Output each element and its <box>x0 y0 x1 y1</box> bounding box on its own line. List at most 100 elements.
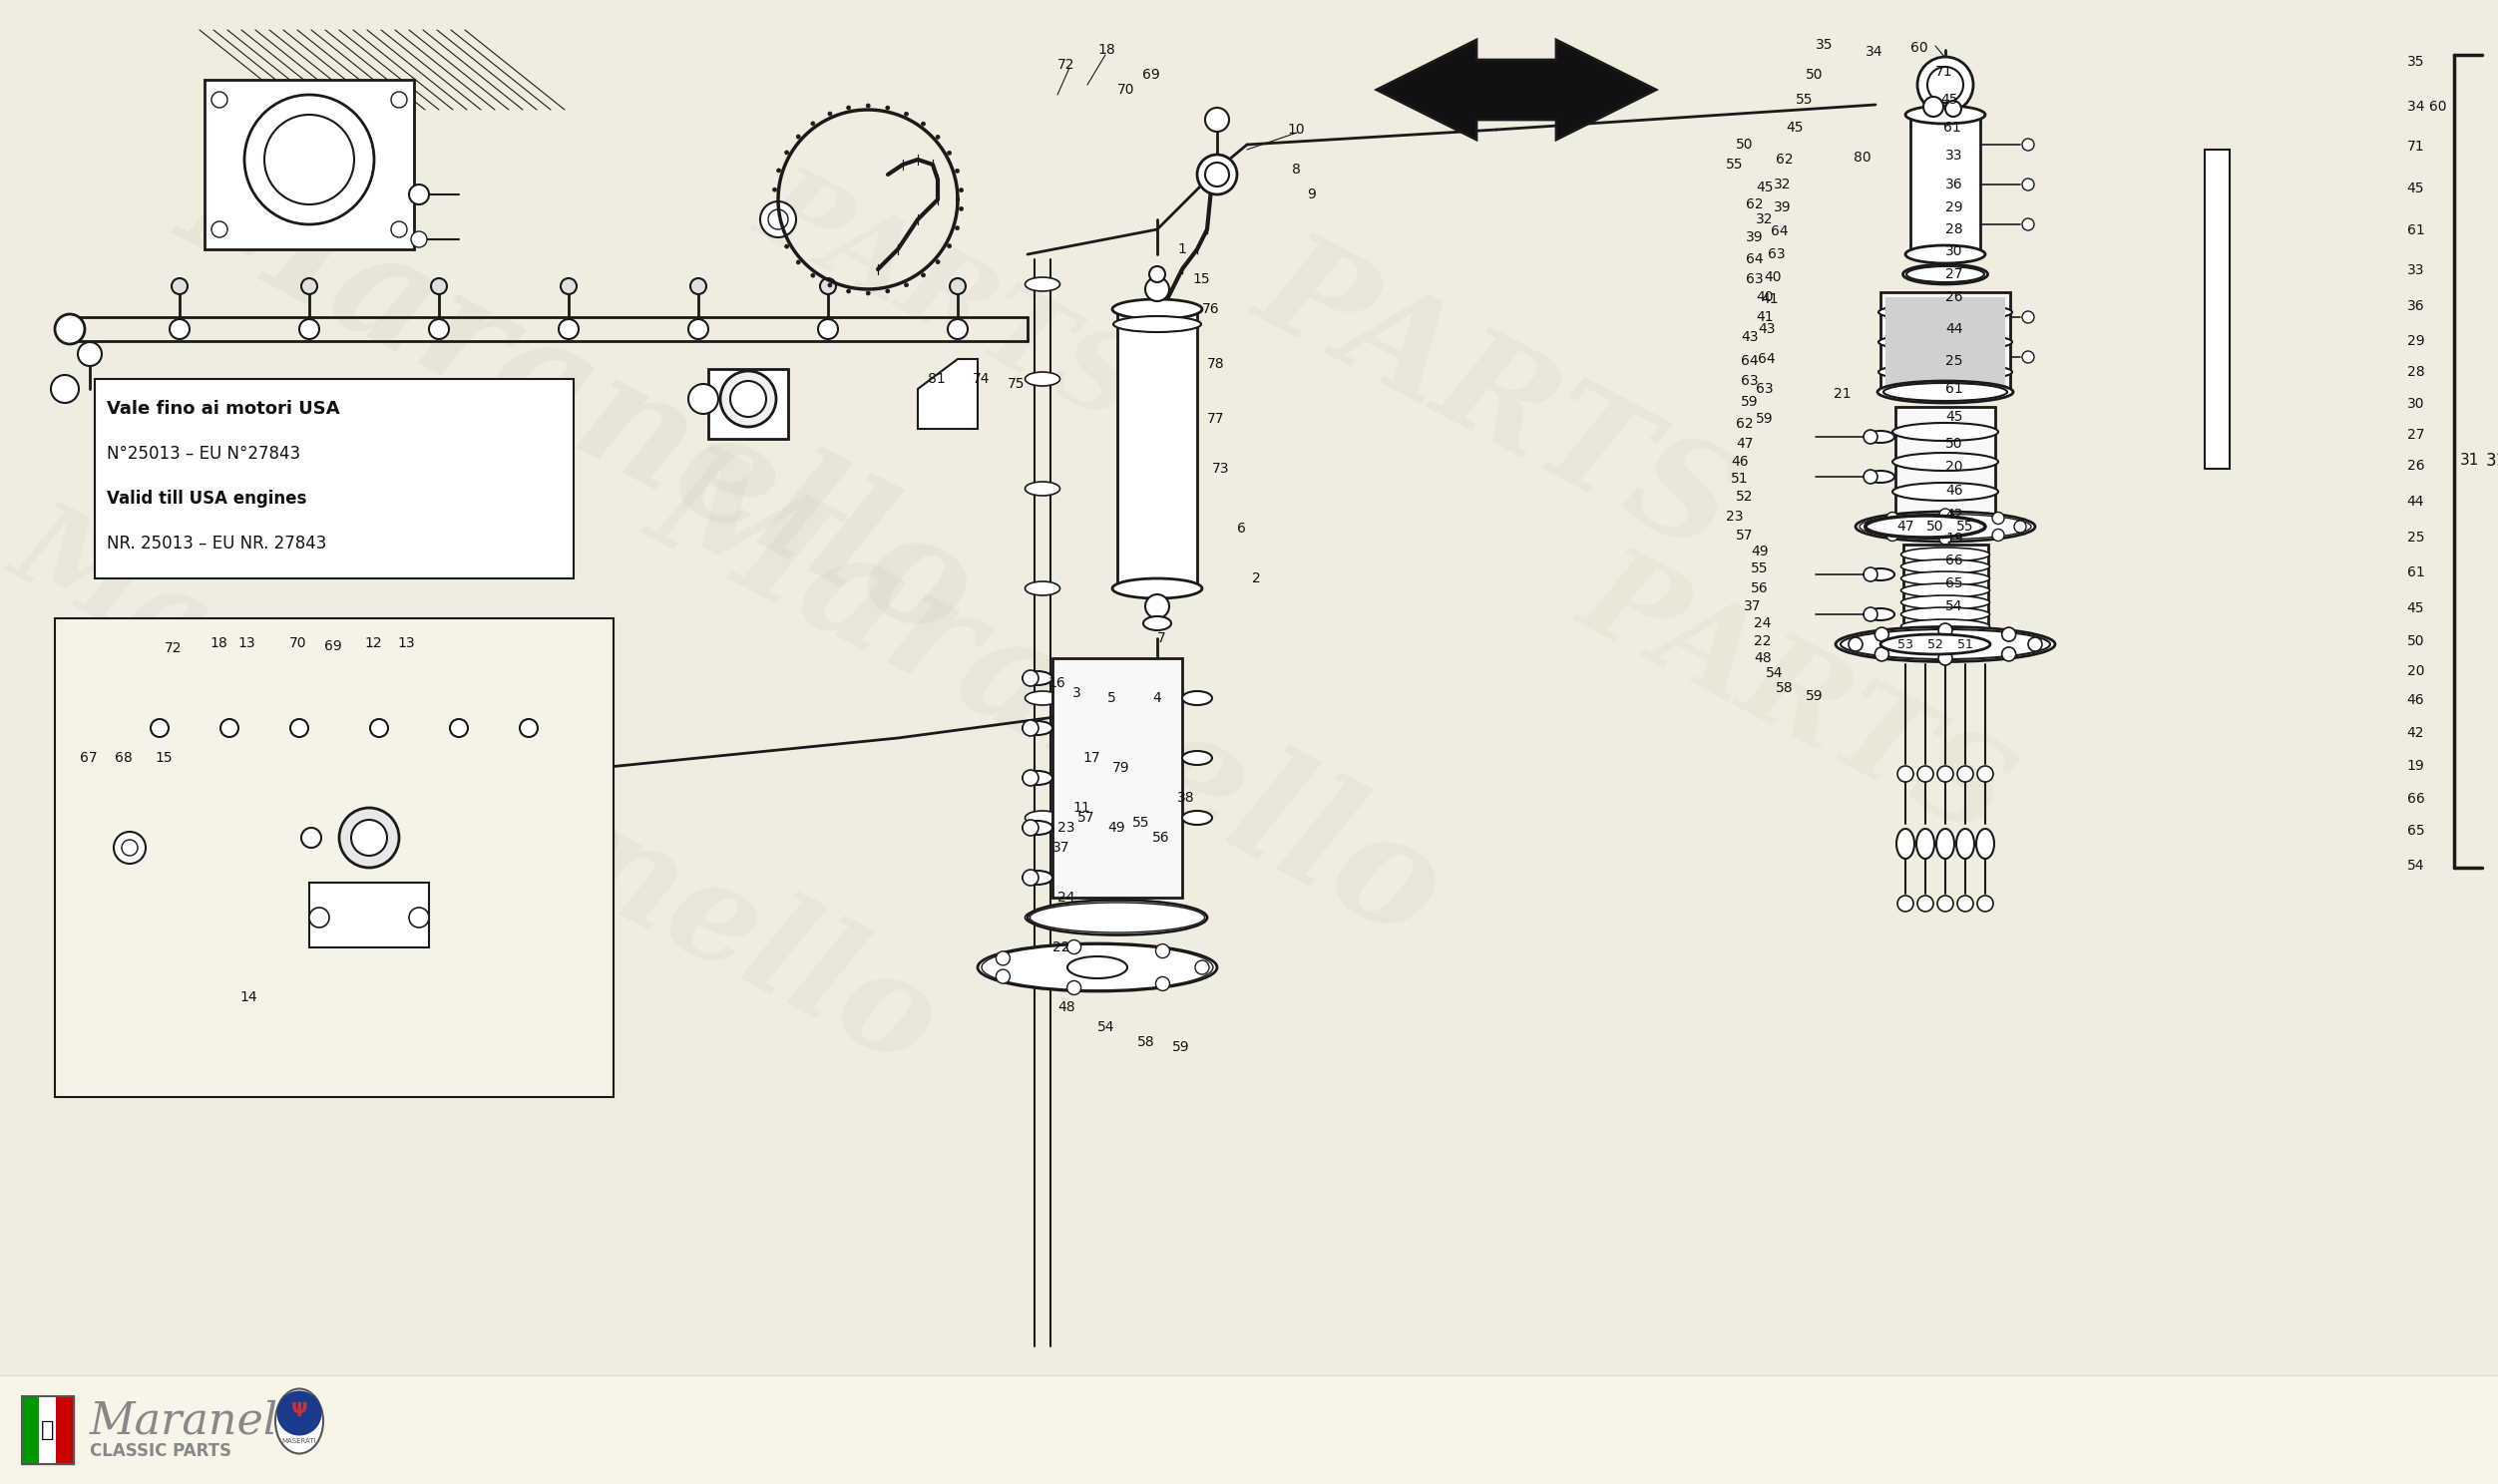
Text: 43: 43 <box>1741 329 1759 344</box>
Circle shape <box>290 720 307 738</box>
Ellipse shape <box>1022 671 1052 686</box>
Text: 64: 64 <box>1741 355 1759 368</box>
Circle shape <box>867 104 869 108</box>
Ellipse shape <box>1866 430 1893 442</box>
Text: N°25013 – EU N°27843: N°25013 – EU N°27843 <box>107 445 300 463</box>
Ellipse shape <box>1866 470 1893 482</box>
Text: 63: 63 <box>1746 272 1764 286</box>
Ellipse shape <box>1906 245 1986 263</box>
Circle shape <box>1022 819 1039 835</box>
Circle shape <box>887 105 889 110</box>
Circle shape <box>904 283 909 286</box>
Text: 20: 20 <box>2408 663 2423 678</box>
Text: 52: 52 <box>1928 638 1943 651</box>
Circle shape <box>947 319 967 338</box>
Text: 20: 20 <box>1946 460 1963 473</box>
Text: 70: 70 <box>290 637 307 650</box>
Text: 32: 32 <box>1774 178 1791 191</box>
Text: 23: 23 <box>1726 509 1744 524</box>
Circle shape <box>2023 352 2033 364</box>
Text: 36: 36 <box>1946 178 1963 191</box>
Text: 66: 66 <box>2408 791 2426 806</box>
Text: 21: 21 <box>1834 387 1851 401</box>
Text: 59: 59 <box>1172 1040 1189 1054</box>
Text: 37: 37 <box>1744 600 1761 613</box>
Circle shape <box>410 908 430 928</box>
Text: 62: 62 <box>1776 153 1794 166</box>
Circle shape <box>937 260 939 264</box>
Circle shape <box>1194 960 1209 975</box>
Circle shape <box>777 169 782 172</box>
Text: 61: 61 <box>1943 120 1961 135</box>
Text: 8: 8 <box>1291 163 1301 177</box>
Text: 81: 81 <box>927 372 944 386</box>
Ellipse shape <box>1878 364 2013 381</box>
Circle shape <box>310 908 330 928</box>
Circle shape <box>1886 512 1898 524</box>
Text: 40: 40 <box>1756 291 1774 304</box>
Polygon shape <box>917 359 977 429</box>
Text: 10: 10 <box>1286 123 1304 137</box>
Circle shape <box>1938 509 1951 521</box>
Circle shape <box>1022 720 1039 736</box>
Text: 13: 13 <box>397 637 415 650</box>
Circle shape <box>719 371 777 427</box>
Ellipse shape <box>275 1389 322 1454</box>
Text: 50: 50 <box>1926 519 1943 534</box>
Text: 30: 30 <box>1946 245 1963 258</box>
Bar <box>55 1396 72 1465</box>
Ellipse shape <box>1866 515 1986 537</box>
Circle shape <box>520 720 537 738</box>
Text: 34: 34 <box>1866 45 1883 59</box>
Text: 63: 63 <box>1741 374 1759 387</box>
Text: 36: 36 <box>2408 298 2426 313</box>
Text: 56: 56 <box>1751 582 1769 595</box>
Text: 74: 74 <box>972 372 989 386</box>
Circle shape <box>170 319 190 338</box>
Circle shape <box>220 720 237 738</box>
Ellipse shape <box>1027 901 1207 935</box>
Text: 54: 54 <box>2408 858 2423 873</box>
Ellipse shape <box>1024 692 1059 705</box>
Ellipse shape <box>1893 482 1998 500</box>
Ellipse shape <box>277 1391 322 1435</box>
Text: 23: 23 <box>1057 821 1074 834</box>
Bar <box>22 1396 75 1465</box>
Bar <box>709 370 787 439</box>
Text: 25: 25 <box>1946 355 1963 368</box>
Text: 15: 15 <box>1192 272 1209 286</box>
Ellipse shape <box>1022 871 1052 884</box>
Text: 31: 31 <box>2461 453 2481 469</box>
Text: 27: 27 <box>2408 427 2423 442</box>
Bar <box>40 1396 55 1465</box>
Text: Maranello: Maranello <box>627 427 1466 968</box>
Text: 56: 56 <box>1152 831 1169 844</box>
Text: 22: 22 <box>1052 941 1069 954</box>
Circle shape <box>777 227 782 230</box>
Circle shape <box>150 720 167 738</box>
Text: 72: 72 <box>165 641 182 656</box>
Text: 51: 51 <box>1958 638 1973 651</box>
Ellipse shape <box>1024 278 1059 291</box>
Ellipse shape <box>977 944 1217 991</box>
Ellipse shape <box>1906 266 1983 282</box>
Ellipse shape <box>1024 911 1059 925</box>
Text: 30: 30 <box>2408 396 2423 411</box>
Text: 57: 57 <box>1077 810 1094 825</box>
Text: 43: 43 <box>1759 322 1776 335</box>
Text: 54: 54 <box>1946 600 1963 613</box>
Text: 3: 3 <box>1072 686 1082 700</box>
Circle shape <box>1022 671 1039 686</box>
Text: CLASSIC PARTS: CLASSIC PARTS <box>90 1442 232 1460</box>
Text: 29: 29 <box>2408 334 2426 349</box>
Ellipse shape <box>1114 316 1202 332</box>
Bar <box>2206 150 2231 469</box>
Circle shape <box>817 319 837 338</box>
Circle shape <box>887 289 889 294</box>
Circle shape <box>769 209 787 230</box>
Text: 69: 69 <box>1142 68 1159 82</box>
Circle shape <box>1938 533 1951 545</box>
Text: 45: 45 <box>1941 92 1958 107</box>
Text: 48: 48 <box>1057 1000 1074 1014</box>
Ellipse shape <box>1866 608 1893 620</box>
